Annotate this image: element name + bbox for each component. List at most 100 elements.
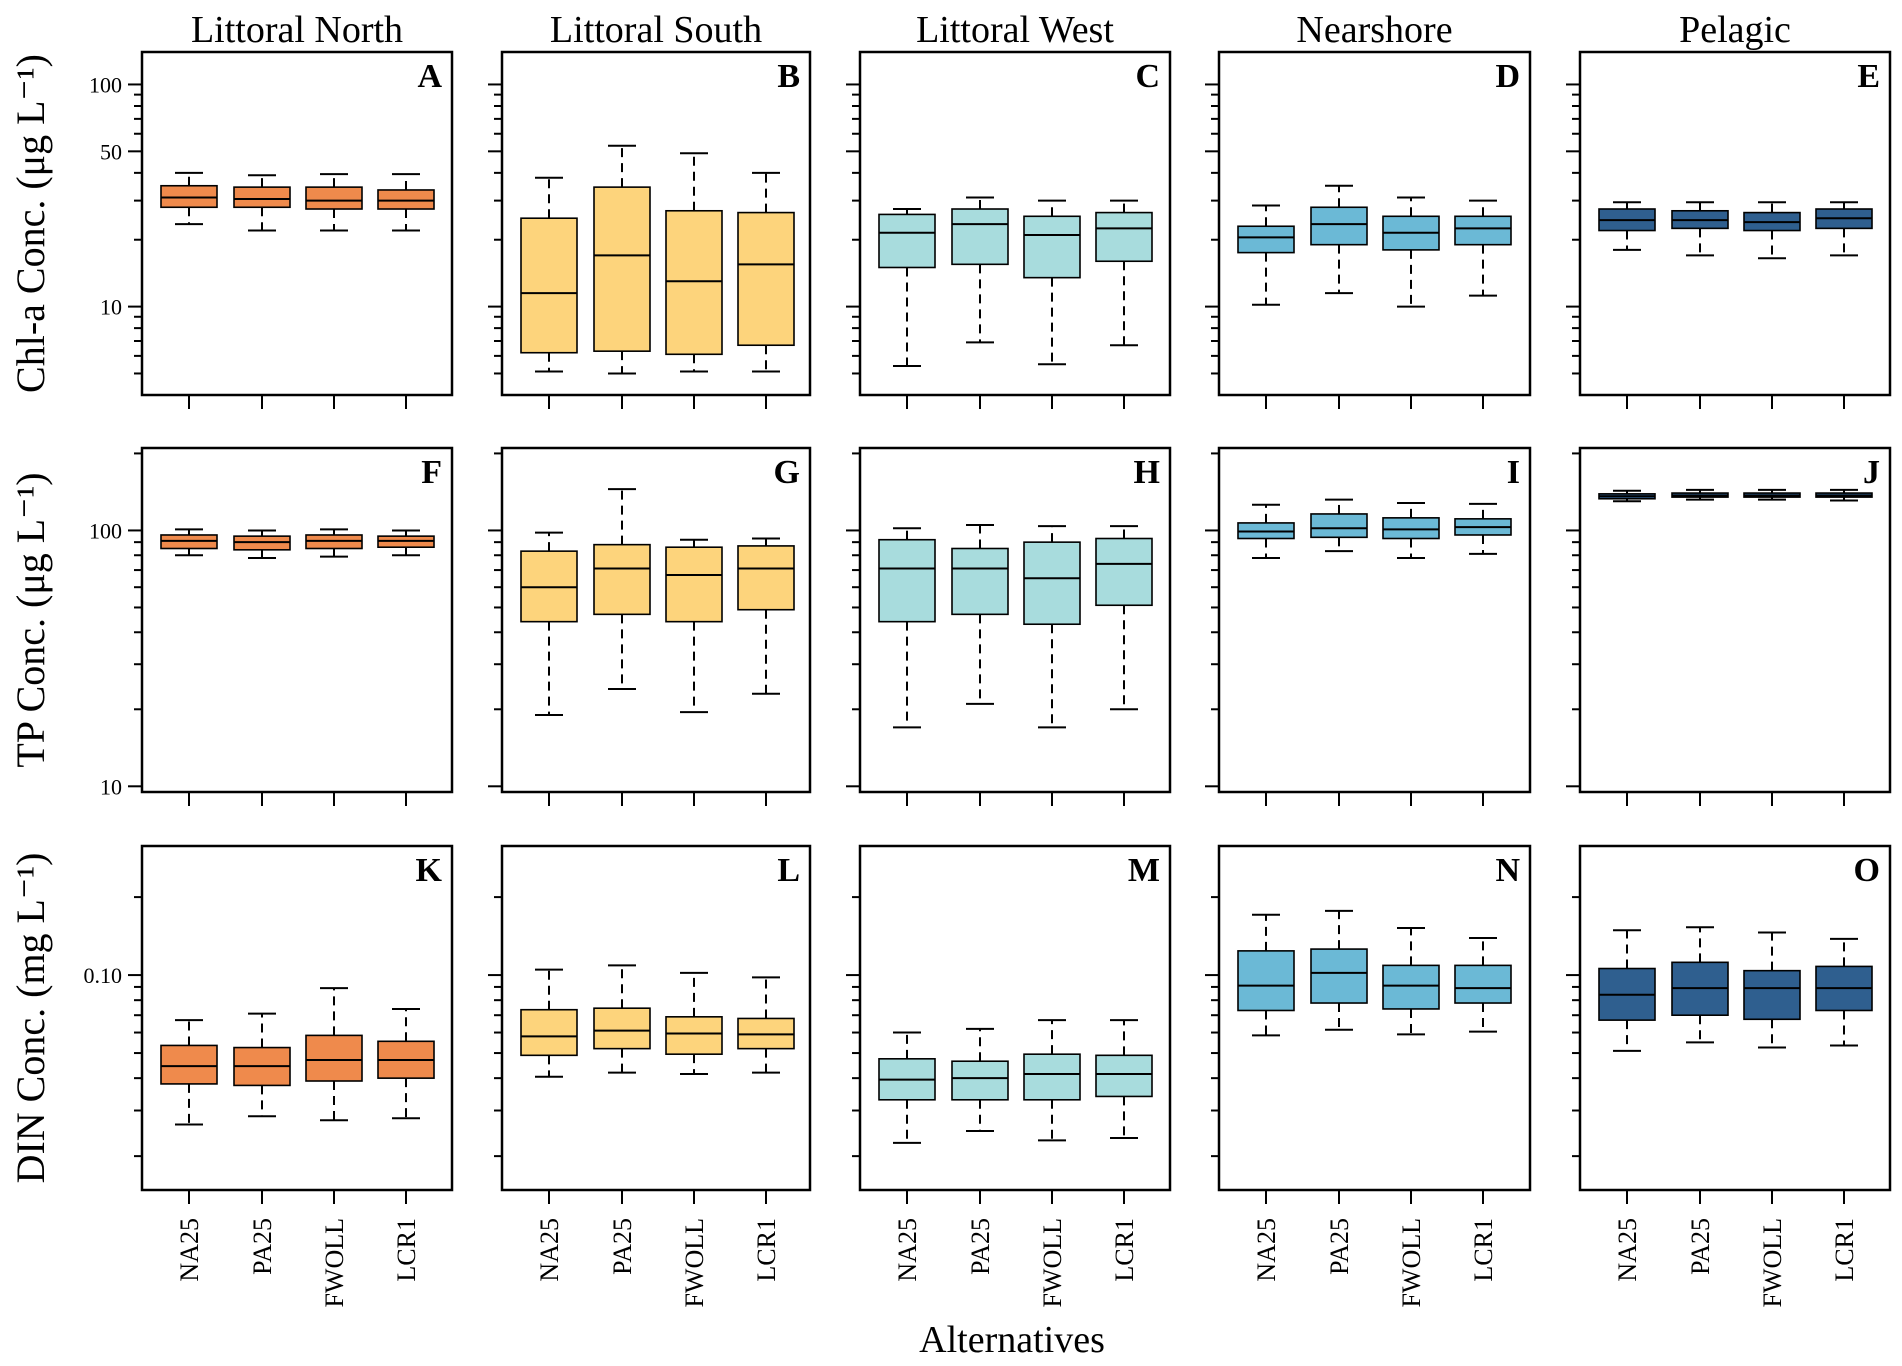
panel-n-category-label-na25: NA25: [1252, 1218, 1281, 1282]
panel-o-category-label-na25: NA25: [1613, 1218, 1642, 1282]
column-title-pelagic: Pelagic: [1679, 9, 1791, 51]
panel-l-pa25-box: [593, 1007, 651, 1050]
panel-n-fwoll-box: [1382, 964, 1440, 1010]
panel-k-category-label-fwoll: FWOLL: [320, 1218, 349, 1308]
panel-m-category-label-pa25: PA25: [966, 1218, 995, 1275]
panel-m-lcr1-box: [1095, 1054, 1153, 1098]
row-1-tick-label: 100: [89, 72, 122, 97]
panel-a-frame: [140, 50, 454, 397]
panel-m-pa25-box: [951, 1060, 1009, 1101]
panel-letter-l: L: [777, 852, 800, 889]
column-title-littoral-south: Littoral South: [550, 9, 762, 51]
panel-g-frame: [500, 446, 812, 794]
panel-letter-k: K: [416, 852, 443, 889]
panel-n-frame: [1217, 844, 1532, 1192]
panel-o-fwoll-box: [1743, 969, 1801, 1021]
panel-n-category-label-pa25: PA25: [1325, 1218, 1354, 1275]
panel-m-category-label-fwoll: FWOLL: [1038, 1218, 1067, 1308]
panel-letter-i: I: [1507, 454, 1520, 491]
panel-h-lcr1-box: [1095, 537, 1153, 607]
panel-i-frame: [1217, 446, 1532, 794]
row-1-y-axis-label: Chl-a Conc. (μg L⁻¹): [8, 54, 53, 393]
panel-n-category-label-fwoll: FWOLL: [1397, 1218, 1426, 1308]
panel-l-category-label-pa25: PA25: [608, 1218, 637, 1275]
panel-g-pa25-box: [593, 543, 651, 616]
panel-l-fwoll-box: [665, 1016, 723, 1055]
panel-k-category-label-lcr1: LCR1: [392, 1218, 421, 1282]
panel-l-frame: [500, 844, 812, 1192]
row-1-tick-label: 10: [100, 295, 122, 320]
panel-o-category-label-fwoll: FWOLL: [1758, 1218, 1787, 1308]
panel-n-pa25-box: [1310, 948, 1368, 1004]
panel-g-fwoll-box: [665, 546, 723, 623]
panel-letter-c: C: [1135, 58, 1160, 95]
panel-letter-a: A: [417, 58, 442, 95]
panel-d-frame: [1217, 50, 1532, 397]
panel-c-frame: [858, 50, 1172, 397]
panel-n-category-label-lcr1: LCR1: [1469, 1218, 1498, 1282]
panel-b-lcr1-box: [737, 211, 795, 347]
x-axis-title: Alternatives: [919, 1319, 1105, 1361]
panel-h-pa25-box: [951, 547, 1009, 616]
panel-b-frame: [500, 50, 812, 397]
panel-m-frame: [858, 844, 1172, 1192]
panel-j-frame: [1578, 446, 1892, 794]
panel-a-pa25-box: [233, 186, 291, 209]
column-title-nearshore: Nearshore: [1296, 9, 1452, 51]
panel-d-pa25-box: [1310, 206, 1368, 246]
panel-letter-h: H: [1134, 454, 1160, 491]
panel-e-frame: [1578, 50, 1892, 397]
panel-h-frame: [858, 446, 1172, 794]
panel-b-fwoll-box: [665, 209, 723, 356]
panel-b-na25-box: [520, 217, 578, 354]
panel-l-na25-box: [520, 1008, 578, 1057]
panel-o-category-label-lcr1: LCR1: [1830, 1218, 1859, 1282]
panel-m-fwoll-box: [1023, 1053, 1081, 1101]
row-3-y-axis-label: DIN Conc. (mg L⁻¹): [8, 853, 53, 1184]
panel-letter-d: D: [1495, 58, 1520, 95]
panel-letter-m: M: [1128, 852, 1160, 889]
row-2-tick-label: 10: [100, 774, 122, 799]
panel-letter-f: F: [421, 454, 442, 491]
panel-b-pa25-box: [593, 186, 651, 352]
panel-c-fwoll-box: [1023, 215, 1081, 279]
panel-f-frame: [140, 446, 454, 794]
row-1-tick-label: 50: [100, 139, 122, 164]
row-3-tick-label: 0.10: [84, 963, 123, 988]
panel-i-fwoll-box: [1382, 517, 1440, 540]
panel-letter-e: E: [1857, 58, 1880, 95]
panel-l-category-label-fwoll: FWOLL: [680, 1218, 709, 1308]
panel-c-na25-box: [878, 213, 936, 269]
panel-n-na25-box: [1237, 950, 1295, 1012]
panel-c-lcr1-box: [1095, 211, 1153, 263]
panel-d-lcr1-box: [1454, 215, 1512, 246]
panel-o-category-label-pa25: PA25: [1686, 1218, 1715, 1275]
panel-k-fwoll-box: [305, 1034, 363, 1082]
row-2-y-axis-label: TP Conc. (μg L⁻¹): [8, 472, 53, 767]
panel-l-category-label-lcr1: LCR1: [752, 1218, 781, 1282]
panel-letter-n: N: [1495, 852, 1520, 889]
panel-o-frame: [1578, 844, 1892, 1192]
panel-h-na25-box: [878, 538, 936, 623]
panel-letter-o: O: [1854, 852, 1880, 889]
panel-k-category-label-na25: NA25: [175, 1218, 204, 1282]
panel-h-fwoll-box: [1023, 541, 1081, 626]
panel-letter-j: J: [1863, 454, 1880, 491]
panel-k-category-label-pa25: PA25: [248, 1218, 277, 1275]
panel-m-category-label-na25: NA25: [893, 1218, 922, 1282]
panel-letter-g: G: [774, 454, 800, 491]
panel-l-category-label-na25: NA25: [535, 1218, 564, 1282]
panel-a-fwoll-box: [305, 186, 363, 210]
panel-a-lcr1-box: [377, 189, 435, 210]
panel-d-na25-box: [1237, 225, 1295, 254]
panel-g-lcr1-box: [737, 545, 795, 611]
panel-c-pa25-box: [951, 208, 1009, 266]
row-2-tick-label: 100: [89, 518, 122, 543]
column-title-littoral-west: Littoral West: [916, 9, 1114, 51]
panel-i-pa25-box: [1310, 513, 1368, 539]
panel-k-frame: [140, 844, 454, 1192]
panel-m-category-label-lcr1: LCR1: [1110, 1218, 1139, 1282]
panel-n-lcr1-box: [1454, 964, 1512, 1004]
panel-letter-b: B: [777, 58, 800, 95]
